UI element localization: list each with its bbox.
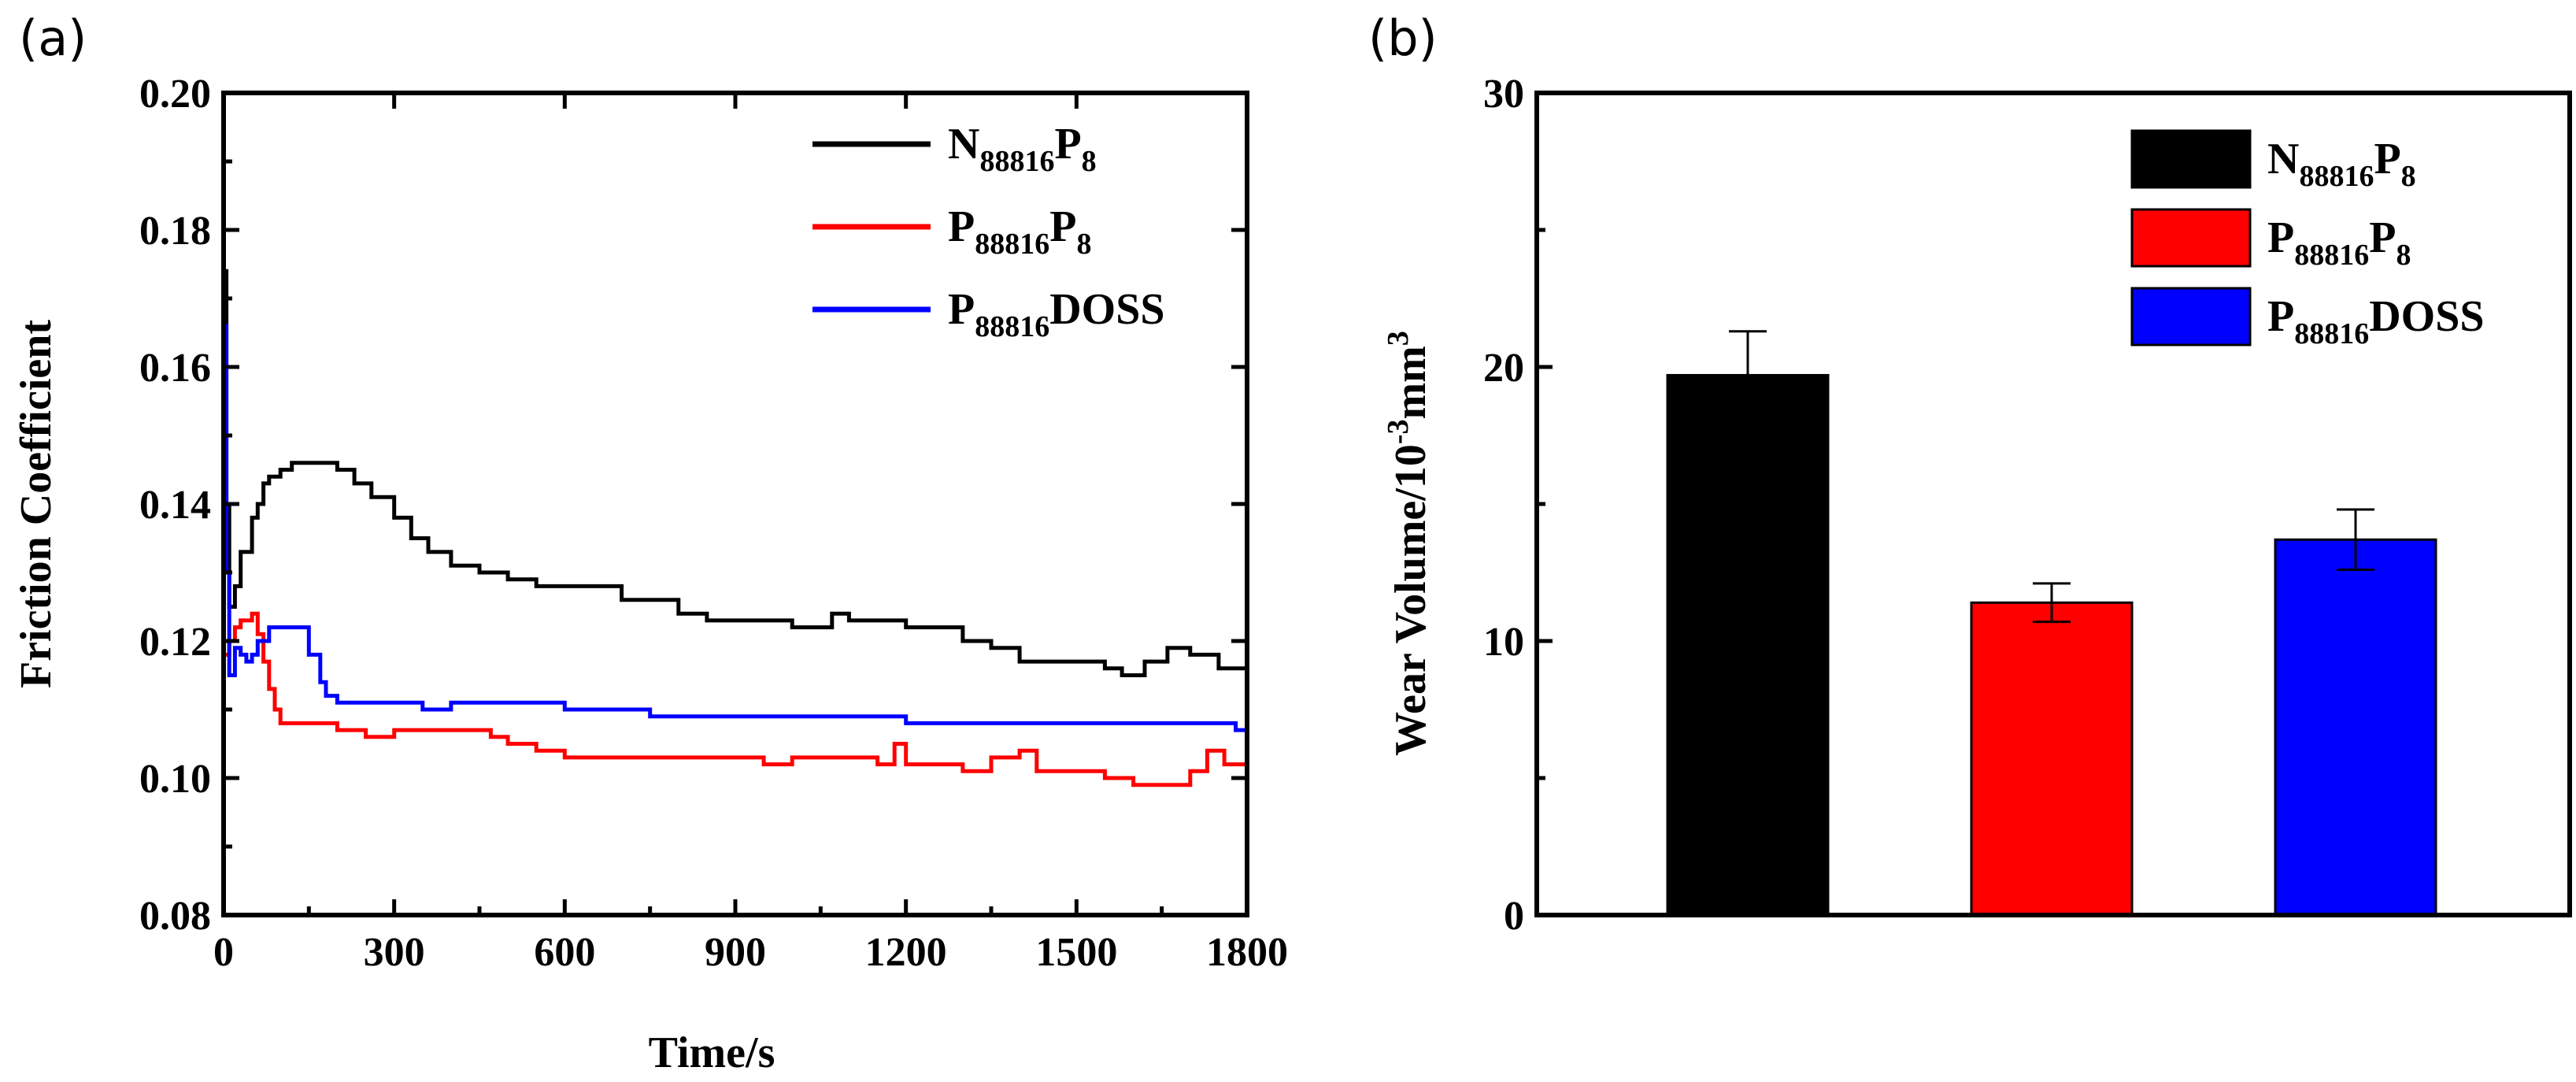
series-line-N88816P8	[224, 269, 1249, 677]
panel-b-y-axis-title-unit: mm	[1386, 346, 1435, 419]
y-tick-label: 30	[1483, 72, 1524, 117]
legend-swatch-P88816P8	[2130, 208, 2252, 268]
x-tick-label: 900	[705, 930, 766, 975]
x-tick-label: 1500	[1035, 930, 1117, 975]
series-line-P88816P8	[224, 611, 1249, 787]
x-tick-label: 600	[534, 930, 595, 975]
bar-P88816P8	[1970, 601, 2134, 917]
x-tick-label: 0	[213, 930, 234, 975]
y-tick-label: 20	[1483, 346, 1524, 391]
panel-b-axes: 0 10 20 30	[1483, 72, 2572, 939]
x-tick-label: 1200	[865, 930, 947, 975]
y-tick-label: 0.18	[139, 209, 211, 254]
y-tick-label: 0	[1504, 894, 1524, 939]
legend-label-N88816P8: N88816P8	[948, 120, 1097, 178]
panel-b-label: (b)	[1368, 9, 1438, 67]
panel-a-friction-chart: (a) 0 300 600 900 1200 1500 1800 0.08 0.10 0.12 0.…	[12, 9, 1288, 1077]
x-tick-label: 1800	[1206, 930, 1288, 975]
y-tick-label: 0.08	[139, 894, 211, 939]
legend-label-P88816P8: P88816P8	[948, 202, 1091, 261]
panel-b-y-axis-title-sup2: 3	[1382, 331, 1415, 346]
x-tick-label: 300	[364, 930, 425, 975]
bar-N88816P8	[1666, 373, 1830, 917]
panel-a-x-axis-title: Time/s	[649, 1028, 775, 1077]
panel-b-plot-area	[1666, 330, 2437, 917]
panel-a-legend: N88816P8 P88816P8 P88816DOSS	[812, 120, 1165, 343]
panel-a-plot-area	[224, 269, 1249, 787]
y-tick-label: 0.14	[139, 483, 211, 528]
panel-a-y-axis-title: Friction Coefficient	[12, 320, 61, 688]
panel-b-y-axis-title: Wear Volume/10-3mm3	[1382, 331, 1435, 756]
y-tick-label: 0.16	[139, 346, 211, 391]
panel-a-label: (a)	[19, 9, 87, 67]
legend-label-N88816P8: N88816P8	[2267, 135, 2416, 193]
y-tick-label: 0.20	[139, 72, 211, 117]
series-line-P88816DOSS	[224, 324, 1249, 732]
y-tick-label: 0.10	[139, 757, 211, 802]
panel-b-y-axis-title-sup: -3	[1382, 419, 1415, 444]
y-tick-label: 0.12	[139, 620, 211, 665]
panel-b-y-axis-title-main: Wear Volume/10	[1386, 444, 1435, 756]
panel-b-legend: N88816P8 P88816P8 P88816DOSS	[2130, 129, 2485, 350]
legend-label-P88816DOSS: P88816DOSS	[948, 285, 1165, 343]
legend-label-P88816DOSS: P88816DOSS	[2267, 292, 2485, 350]
y-tick-label: 10	[1483, 620, 1524, 665]
legend-swatch-N88816P8	[2130, 129, 2252, 189]
legend-label-P88816P8: P88816P8	[2267, 213, 2411, 272]
panel-a-frame	[221, 91, 1249, 917]
bar-P88816DOSS	[2274, 538, 2437, 917]
panel-b-wear-chart: (b) 0 10 20 30 Wear Volume/10-3mm3 N88816P8…	[1368, 9, 2572, 939]
panel-a-axes: 0 300 600 900 1200 1500 1800 0.08 0.10 0.12 0.14 0.…	[139, 72, 1288, 975]
legend-swatch-P88816DOSS	[2130, 287, 2252, 346]
